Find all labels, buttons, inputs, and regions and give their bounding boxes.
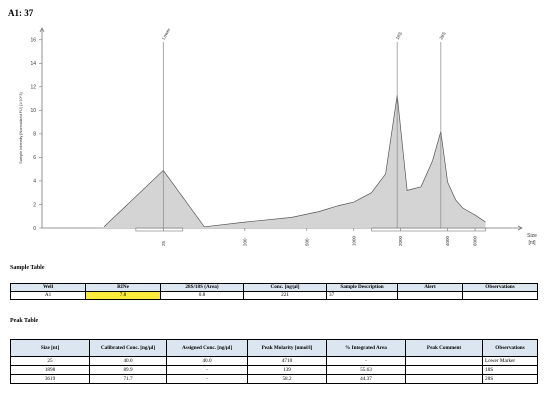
- cell-size: 3619: [10, 374, 90, 384]
- table-row: A1 7.8 0.8 221 37: [10, 291, 538, 300]
- cell-observations: 28S: [482, 374, 538, 384]
- y-tick-label: 8: [33, 132, 36, 138]
- sample-table-header: Well RINe 28S/18S (Area) Conc. [ng/µl] S…: [10, 283, 538, 292]
- cell-integrated-area: 44.37: [326, 374, 406, 384]
- peak-label: Lower: [161, 27, 172, 41]
- cell-integrated-area: -: [326, 356, 406, 366]
- x-tick-label: 2000: [398, 235, 403, 246]
- peak-table-label: Peak Table: [10, 318, 39, 324]
- col-integrated-area: % Integrated Area: [326, 339, 406, 357]
- table-row: 3619 71.7 - 58.2 44.37 28S: [10, 374, 538, 384]
- trace-layer: [103, 42, 486, 232]
- table-row: 25 40.0 40.0 4710 - Lower Marker: [10, 356, 538, 366]
- electropherogram-chart: 0 2 4 6 8 10 12 14 16 Sample Intensity [Normalize…: [19, 27, 537, 246]
- col-alert: Alert: [397, 283, 463, 292]
- x-axis-label: Size: [527, 233, 537, 239]
- y-tick-label: 14: [30, 61, 36, 67]
- col-calibrated-conc: Calibrated Conc. [ng/µl]: [89, 339, 167, 357]
- peak-table: Size [nt] Calibrated Conc. [ng/µl] Assig…: [10, 339, 538, 384]
- cell-size: 1898: [10, 365, 90, 375]
- y-tick-label: 10: [30, 108, 36, 114]
- x-tick-label: 6000: [473, 235, 478, 246]
- trace-line: [103, 95, 486, 228]
- cell-calibrated-conc: 71.7: [89, 374, 167, 384]
- cell-peak-comment: [405, 374, 483, 384]
- cell-observations: Lower Marker: [482, 356, 538, 366]
- cell-integrated-area: 55.63: [326, 365, 406, 375]
- y-axis-arrow: [39, 27, 45, 33]
- col-size: Size [nt]: [10, 339, 90, 357]
- peak-label: 28S: [438, 31, 446, 40]
- cell-rine: 7.8: [85, 291, 161, 300]
- table-row: 1898 89.9 - 139 55.63 18S: [10, 365, 538, 375]
- cell-peak-molarity: 58.2: [247, 374, 327, 384]
- cell-peak-molarity: 4710: [247, 356, 327, 366]
- cell-alert: [397, 291, 463, 300]
- cell-calibrated-conc: 40.0: [89, 356, 167, 366]
- peak-table-header: Size [nt] Calibrated Conc. [ng/µl] Assig…: [10, 339, 538, 357]
- cell-assigned-conc: -: [166, 374, 248, 384]
- sample-table: Well RINe 28S/18S (Area) Conc. [ng/µl] S…: [10, 283, 538, 300]
- x-tick-label: 500: [304, 238, 309, 246]
- y-tick-label: 16: [30, 38, 36, 44]
- col-rine: RINe: [85, 283, 161, 292]
- x-axis-arrow: [517, 225, 523, 231]
- y-tick-label: 2: [33, 202, 36, 208]
- trace-area: [104, 95, 486, 228]
- y-tick-label: 12: [30, 85, 36, 91]
- col-ratio: 28S/18S (Area): [160, 283, 244, 292]
- col-description: Sample Description: [326, 283, 398, 292]
- y-tick-label: 6: [33, 155, 36, 161]
- cell-size: 25: [10, 356, 90, 366]
- cell-calibrated-conc: 89.9: [89, 365, 167, 375]
- cell-assigned-conc: 40.0: [166, 356, 248, 366]
- page-title: A1: 37: [8, 8, 34, 18]
- y-tick-label: 4: [33, 179, 36, 185]
- col-well: Well: [10, 283, 86, 292]
- cell-peak-molarity: 139: [247, 365, 327, 375]
- cell-peak-comment: [405, 356, 483, 366]
- col-conc: Conc. [ng/µl]: [243, 283, 327, 292]
- cell-peak-comment: [405, 365, 483, 375]
- x-tick-label: 200: [242, 238, 247, 246]
- x-tick-label: 4000: [445, 235, 450, 246]
- col-peak-comment: Peak Comment: [405, 339, 483, 357]
- sample-table-label: Sample Table: [10, 265, 45, 271]
- cell-assigned-conc: -: [166, 365, 248, 375]
- integration-box: [371, 227, 486, 232]
- cell-conc: 221: [243, 291, 327, 300]
- integration-box: [135, 227, 184, 232]
- y-axis-label: Sample Intensity [Normalized FU] (1/10^3…: [19, 92, 23, 164]
- cell-observations: [462, 291, 538, 300]
- y-tick-label: 0: [33, 226, 36, 232]
- cell-description: 37: [326, 291, 398, 300]
- cell-observations: 18S: [482, 365, 538, 375]
- col-assigned-conc: Assigned Conc. [ng/µl]: [166, 339, 248, 357]
- col-observations: Observations: [462, 283, 538, 292]
- chart-labels: Lower 18S 28S: [161, 27, 447, 41]
- x-tick-label: 1000: [351, 235, 356, 246]
- col-peak-molarity: Peak Molarity [nmol/l]: [247, 339, 327, 357]
- x-axis-unit: [nt]: [529, 240, 537, 246]
- cell-ratio: 0.8: [160, 291, 244, 300]
- peak-label: 18S: [395, 31, 403, 40]
- x-tick-label: 25: [161, 240, 166, 246]
- cell-well: A1: [10, 291, 86, 300]
- col-observations: Observations: [482, 339, 538, 357]
